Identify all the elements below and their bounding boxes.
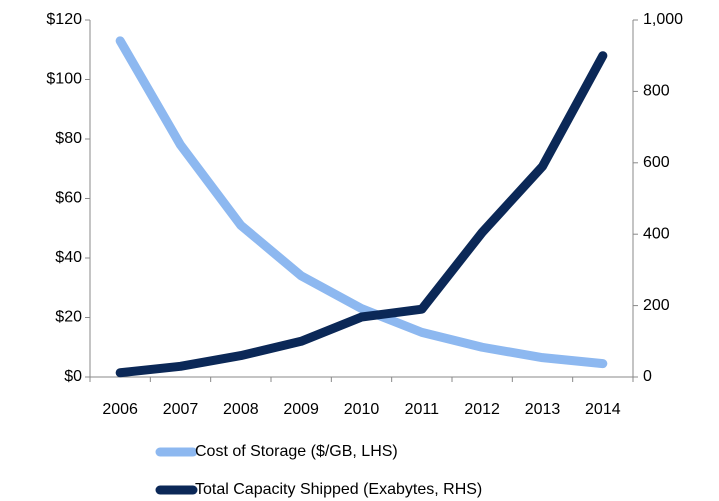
x-tick-label: 2010 — [344, 401, 380, 418]
y-tick-label: $120 — [46, 11, 82, 28]
x-tick-label: 2007 — [163, 401, 199, 418]
y-tick-label: $80 — [55, 130, 82, 147]
y2-tick-label: 0 — [643, 368, 652, 385]
x-tick-label: 2006 — [102, 401, 138, 418]
y2-tick-label: 400 — [643, 225, 670, 242]
y2-tick-label: 600 — [643, 154, 670, 171]
series-line — [115, 36, 608, 369]
legend-label: Cost of Storage ($/GB, LHS) — [195, 443, 398, 460]
y2-tick-label: 200 — [643, 297, 670, 314]
y-tick-label: $20 — [55, 309, 82, 326]
x-tick-label: 2014 — [585, 401, 621, 418]
y-tick-label: $60 — [55, 190, 82, 207]
x-tick-label: 2008 — [223, 401, 259, 418]
x-tick-label: 2013 — [525, 401, 561, 418]
y-tick-label: $100 — [46, 71, 82, 88]
y2-tick-label: 1,000 — [643, 11, 683, 28]
x-tick-label: 2009 — [283, 401, 319, 418]
x-tick-label: 2011 — [405, 401, 440, 418]
legend-label: Total Capacity Shipped (Exabytes, RHS) — [195, 481, 482, 498]
y2-tick-label: 800 — [643, 83, 670, 100]
series-line — [115, 51, 608, 378]
y-tick-label: $40 — [55, 249, 82, 266]
y-tick-label: $0 — [64, 368, 82, 385]
x-tick-label: 2012 — [464, 401, 500, 418]
